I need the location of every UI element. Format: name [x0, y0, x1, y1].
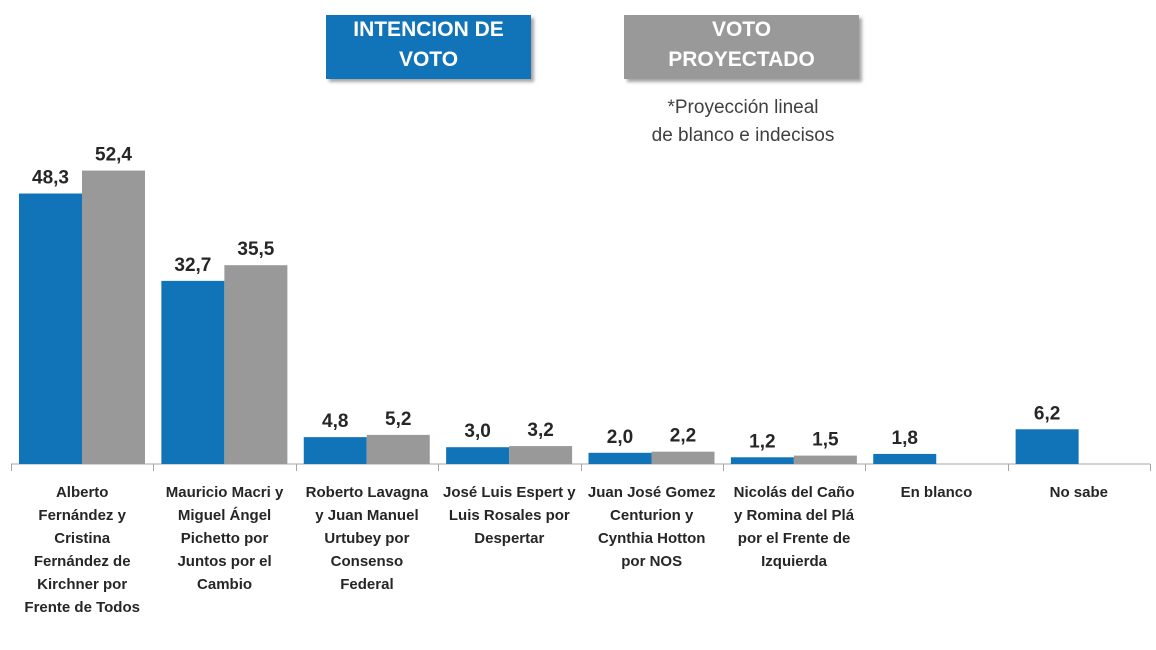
category-label: Fernández y — [38, 507, 126, 524]
value-label: 3,0 — [464, 421, 490, 442]
legend-voto-proyectado: VOTO PROYECTADO — [624, 15, 859, 79]
bar-intencion-2 — [303, 437, 367, 464]
value-label: 1,8 — [892, 428, 918, 449]
legend-intencion-de-voto: INTENCION DE VOTO — [326, 15, 531, 79]
footnote-line2: de blanco e indecisos — [651, 125, 835, 146]
category-label: Alberto — [56, 484, 109, 501]
value-label: 2,0 — [607, 427, 633, 448]
legend-intencion-line2: VOTO — [398, 48, 459, 71]
value-label: 35,5 — [237, 239, 274, 260]
category-label: Miguel Ángel — [178, 507, 271, 524]
value-label: 48,3 — [32, 168, 69, 189]
bar-intencion-0 — [19, 193, 82, 464]
value-label: 52,4 — [95, 145, 132, 166]
bar-proyectado-0 — [82, 170, 145, 464]
bar-proyectado-4 — [651, 451, 715, 464]
category-label: por NOS — [621, 553, 682, 570]
bar-intencion-7 — [1015, 429, 1079, 464]
value-label: 1,2 — [749, 431, 775, 452]
category-label: Roberto Lavagna — [306, 484, 429, 501]
bar-proyectado-5 — [793, 455, 857, 464]
bar-intencion-4 — [588, 452, 652, 464]
bar-intencion-5 — [730, 457, 794, 464]
category-label: José Luis Espert y — [443, 484, 576, 501]
category-label: y Juan Manuel — [315, 507, 418, 524]
category-label: Juan José Gomez — [588, 484, 716, 501]
category-label: Mauricio Macri y — [166, 484, 284, 501]
value-label: 6,2 — [1034, 403, 1060, 424]
legend-intencion-line1: INTENCION DE — [353, 18, 504, 41]
bar-proyectado-3 — [509, 446, 573, 464]
footnote-line1: *Proyección lineal — [667, 97, 819, 118]
bar-intencion-6 — [873, 453, 937, 464]
category-label: Kirchner por — [37, 576, 127, 593]
category-label: Urtubey por — [324, 530, 409, 547]
category-label: No sabe — [1050, 484, 1108, 501]
category-label: Consenso — [331, 553, 404, 570]
value-label: 2,2 — [670, 426, 696, 447]
category-label: Federal — [340, 576, 393, 593]
category-label: por el Frente de — [738, 530, 851, 547]
category-label: Despertar — [474, 530, 544, 547]
category-label: Juntos por el — [177, 553, 271, 570]
category-label: Cynthia Hotton — [598, 530, 705, 547]
legend-proyectado-line1: VOTO — [711, 18, 772, 41]
bar-intencion-1 — [161, 280, 225, 464]
category-label: En blanco — [901, 484, 973, 501]
category-label: Centurion y — [610, 507, 694, 524]
value-label: 4,8 — [322, 411, 348, 432]
category-label: Cambio — [197, 576, 252, 593]
category-label: Cristina — [54, 530, 111, 547]
bar-intencion-3 — [446, 447, 510, 464]
value-label: 1,5 — [812, 430, 839, 451]
category-label: Pichetto por — [181, 530, 269, 547]
legend-proyectado-line2: PROYECTADO — [668, 48, 815, 71]
bar-proyectado-2 — [366, 434, 430, 464]
value-label: 5,2 — [385, 409, 411, 430]
category-label: y Romina del Plá — [734, 507, 855, 524]
bar-proyectado-1 — [224, 265, 288, 464]
value-label: 32,7 — [174, 255, 211, 276]
category-label: Luis Rosales por — [449, 507, 570, 524]
category-label: Frente de Todos — [24, 599, 140, 616]
footnote: *Proyección lineal de blanco e indecisos — [625, 94, 861, 150]
category-label: Nicolás del Caño — [734, 484, 855, 501]
value-label: 3,2 — [527, 420, 553, 441]
category-label: Izquierda — [761, 553, 828, 570]
category-label: Fernández de — [34, 553, 131, 570]
